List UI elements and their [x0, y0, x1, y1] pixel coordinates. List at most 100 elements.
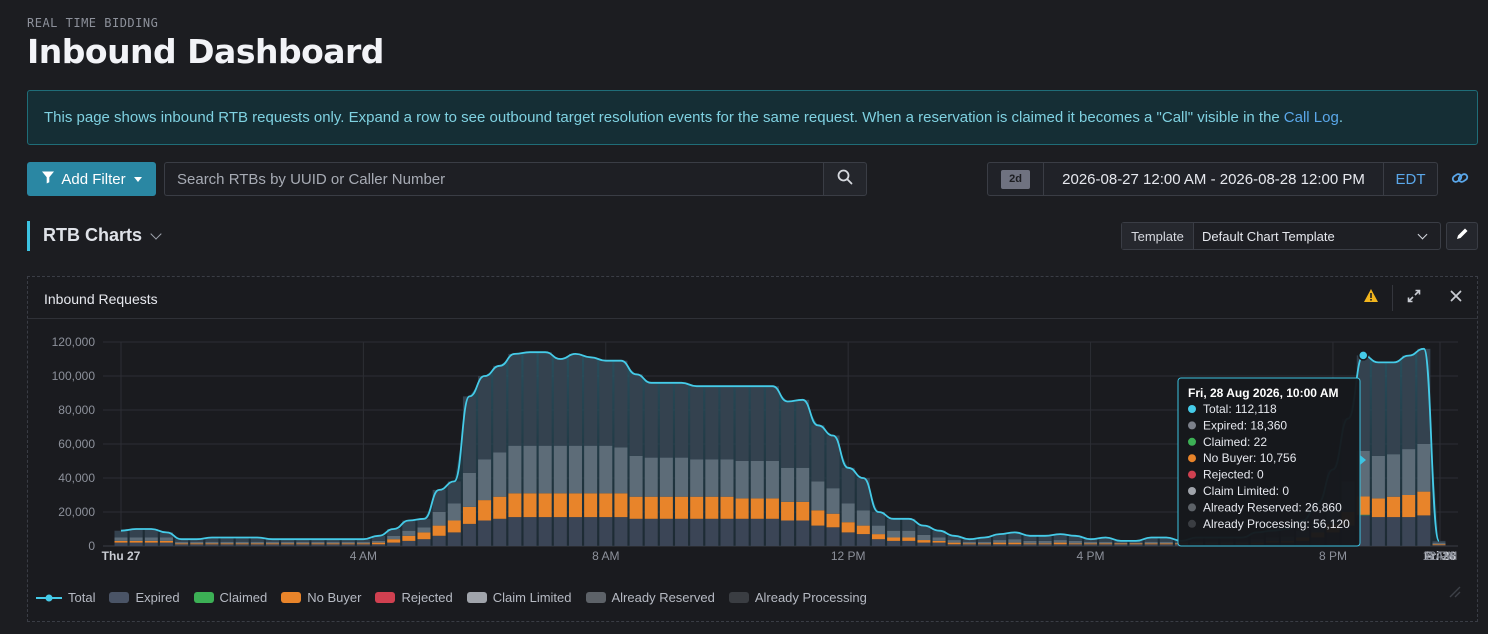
bar-already-processing [1038, 535, 1052, 541]
bar-already-processing [644, 382, 658, 458]
bar-expired [750, 518, 764, 546]
bar-already-reserved [1144, 541, 1158, 544]
bar-no-buyer [690, 496, 704, 519]
close-button[interactable] [1435, 277, 1477, 319]
y-tick-label: 60,000 [58, 437, 95, 451]
legend-line-icon [36, 594, 62, 601]
bar-expired [1099, 544, 1113, 546]
legend-item[interactable]: Claimed [193, 590, 267, 605]
bar-expired [159, 542, 173, 546]
legend-item[interactable]: Claim Limited [466, 590, 572, 605]
bar-expired [735, 518, 749, 546]
bar-already-reserved [705, 459, 719, 497]
legend-item[interactable]: Already Processing [728, 590, 867, 605]
search-icon [837, 169, 853, 190]
range-badge[interactable]: 2d [1001, 169, 1030, 189]
bar-already-processing [114, 530, 128, 538]
bar-no-buyer [417, 532, 431, 540]
bar-no-buyer [1008, 542, 1022, 545]
bar-expired [478, 520, 492, 546]
bar-already-processing [417, 518, 431, 528]
bar-already-reserved [1371, 455, 1385, 499]
bar-no-buyer [478, 500, 492, 521]
bar-already-processing [993, 534, 1007, 541]
bar-expired [887, 540, 901, 546]
timezone-button[interactable]: EDT [1395, 170, 1426, 188]
bar-already-reserved [765, 461, 779, 499]
bar-already-reserved [144, 537, 158, 541]
close-icon [1450, 289, 1462, 307]
date-range-picker[interactable]: 2d 2026-08-27 12:00 AM - 2026-08-28 12:0… [987, 162, 1438, 196]
bar-already-processing [129, 529, 143, 538]
bar-expired [1008, 544, 1022, 546]
resize-handle-icon[interactable] [1449, 585, 1461, 603]
bar-expired [962, 544, 976, 546]
bar-no-buyer [1432, 544, 1446, 546]
bar-expired [902, 540, 916, 546]
bar-already-processing [1053, 534, 1067, 541]
bar-expired [1068, 544, 1082, 546]
bar-expired [432, 535, 446, 546]
bar-already-processing [356, 539, 370, 542]
bar-already-processing [1084, 539, 1098, 542]
edit-template-button[interactable] [1446, 222, 1478, 250]
bar-expired [1371, 517, 1385, 546]
section-accent-bar [27, 221, 30, 251]
legend-swatch [281, 592, 302, 603]
bar-no-buyer [644, 496, 658, 519]
bar-no-buyer [796, 501, 810, 521]
add-filter-button[interactable]: Add Filter [27, 162, 156, 196]
tooltip-dot [1188, 437, 1196, 446]
date-range-text[interactable]: 2026-08-27 12:00 AM - 2026-08-28 12:00 P… [1062, 170, 1365, 188]
expand-icon [1407, 289, 1421, 308]
bar-already-processing [629, 374, 643, 456]
warning-button[interactable] [1350, 277, 1392, 319]
legend-item[interactable]: Already Reserved [585, 590, 715, 605]
legend-item[interactable]: No Buyer [281, 590, 361, 605]
template-dropdown[interactable]: Default Chart Template [1194, 229, 1440, 244]
bar-already-processing [796, 399, 810, 468]
bar-already-reserved [538, 445, 552, 494]
bar-expired [584, 517, 598, 546]
share-link-button[interactable] [1446, 166, 1474, 194]
bar-already-reserved [584, 445, 598, 494]
bar-expired [402, 540, 416, 546]
x-tick-label: 8 PM [1319, 549, 1347, 563]
search-button[interactable] [823, 162, 867, 196]
rtb-charts-toggle[interactable]: RTB Charts [43, 225, 162, 246]
call-log-link[interactable]: Call Log [1283, 109, 1339, 126]
caret-down-icon [133, 176, 142, 182]
y-tick-label: 40,000 [58, 471, 95, 485]
bar-expired [841, 532, 855, 546]
legend-item[interactable]: Rejected [375, 590, 453, 605]
bar-expired [705, 518, 719, 546]
bar-no-buyer [1084, 543, 1098, 545]
bar-already-reserved [1053, 540, 1067, 543]
expand-button[interactable] [1393, 277, 1435, 319]
bar-already-processing [902, 518, 916, 531]
page-eyebrow: REAL TIME BIDDING [27, 16, 159, 30]
bar-no-buyer [538, 493, 552, 518]
x-tick-label: 12 PM [831, 549, 866, 563]
bar-already-reserved [281, 541, 295, 544]
bar-expired [993, 544, 1007, 546]
x-tick-label: 8 AM [592, 549, 619, 563]
bar-no-buyer [811, 510, 825, 526]
bar-already-processing [175, 539, 189, 542]
search-input[interactable]: Search RTBs by UUID or Caller Number [164, 162, 824, 196]
template-value: Default Chart Template [1202, 228, 1335, 244]
bar-no-buyer [159, 540, 173, 543]
template-selector: Template Default Chart Template [1121, 222, 1441, 250]
link-icon [1451, 169, 1469, 192]
bar-no-buyer [114, 540, 128, 543]
bar-already-processing [599, 360, 613, 446]
tooltip-title: Fri, 28 Aug 2026, 10:00 AM [1188, 386, 1339, 400]
legend-item[interactable]: Total [36, 590, 95, 605]
bar-no-buyer [962, 543, 976, 545]
bar-no-buyer [629, 496, 643, 519]
bar-expired [296, 544, 310, 546]
legend-item[interactable]: Expired [109, 590, 180, 605]
bar-already-reserved [599, 445, 613, 494]
bar-already-reserved [190, 541, 204, 544]
